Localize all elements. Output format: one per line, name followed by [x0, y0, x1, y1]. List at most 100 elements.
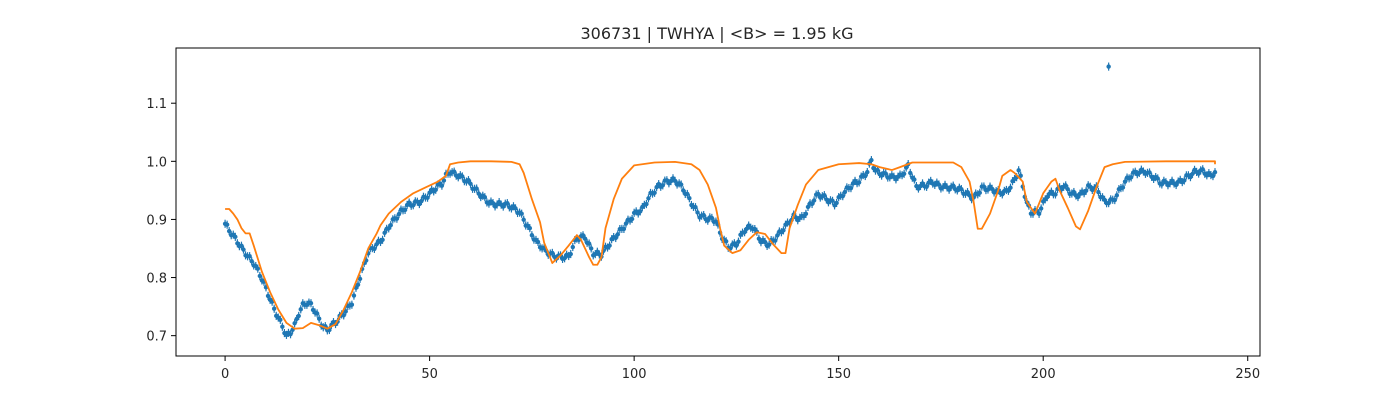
data-point [965, 189, 970, 195]
data-point [1159, 182, 1165, 187]
data-point [314, 311, 320, 316]
y-tick-label: 0.8 [146, 272, 167, 287]
data-point [908, 170, 913, 176]
data-point [811, 198, 817, 203]
data-point [822, 192, 827, 198]
data-point [278, 317, 283, 323]
data-point [1000, 192, 1005, 197]
data-point [372, 246, 377, 252]
data-point [803, 211, 809, 217]
data-point [1122, 179, 1128, 184]
data-point [527, 225, 533, 231]
data-point [1128, 175, 1134, 180]
y-tick-label: 0.7 [146, 330, 167, 345]
data-point [298, 307, 303, 312]
data-point [341, 313, 346, 318]
data-point [623, 221, 629, 226]
data-point [482, 194, 488, 200]
data-point [535, 239, 541, 245]
data-point [773, 238, 778, 243]
data-point [1096, 189, 1101, 195]
data-point [693, 204, 698, 210]
data-point [466, 177, 471, 183]
data-point [646, 196, 651, 201]
data-point [468, 181, 473, 187]
data-point [863, 173, 868, 179]
data-point [951, 183, 956, 188]
chart-title: 306731 | TWHYA | <B> = 1.95 kG [580, 24, 853, 43]
data-point [343, 309, 348, 314]
data-point [451, 169, 457, 174]
data-point [644, 201, 649, 207]
axes: 0 50 100 150 200 250 0.7 0.8 0.9 1.0 1.1 [146, 47, 1261, 382]
data-point [521, 217, 526, 222]
data-point [705, 218, 710, 223]
data-point [1173, 182, 1179, 188]
data-point [460, 174, 465, 179]
data-point [1006, 188, 1011, 194]
data-point [865, 169, 870, 175]
data-point [830, 198, 835, 204]
data-point [1114, 193, 1120, 198]
data-point [406, 200, 412, 205]
data-point [981, 184, 987, 189]
data-point [241, 247, 246, 252]
data-point [588, 246, 594, 251]
data-point [1106, 200, 1111, 206]
data-point [255, 266, 261, 271]
data-point [1188, 174, 1193, 180]
data-point [351, 293, 357, 298]
data-point [734, 243, 739, 248]
data-point [1137, 170, 1142, 176]
data-point [701, 212, 706, 218]
data-point [1075, 194, 1081, 200]
data-point [1038, 206, 1044, 211]
plot-marks [222, 62, 1218, 339]
data-point [856, 180, 862, 185]
data-point [1018, 173, 1023, 178]
data-point [1190, 171, 1195, 177]
data-point [357, 276, 363, 282]
data-point [247, 253, 252, 259]
data-point [1112, 197, 1117, 203]
x-tick-label: 0 [221, 367, 229, 382]
data-point [1008, 185, 1013, 190]
y-tick-label: 0.9 [146, 213, 167, 228]
data-point [756, 236, 762, 241]
data-point [249, 258, 254, 264]
data-point [265, 293, 271, 299]
data-point [762, 239, 768, 245]
data-point [687, 196, 692, 201]
data-point [989, 186, 995, 192]
x-tick-label: 250 [1235, 367, 1260, 382]
data-point [355, 282, 361, 287]
data-point [681, 188, 686, 193]
data-point [695, 210, 700, 215]
data-point [580, 233, 586, 238]
data-point [529, 233, 535, 238]
data-point [1200, 167, 1205, 172]
data-point [1155, 176, 1160, 181]
data-point [582, 236, 588, 241]
data-point [271, 306, 277, 311]
data-point [840, 193, 845, 199]
x-tick-label: 200 [1031, 367, 1056, 382]
data-point [744, 226, 749, 232]
data-point [1063, 183, 1068, 188]
data-point [519, 211, 524, 216]
data-point [924, 184, 929, 190]
data-point [1106, 64, 1111, 69]
data-point [638, 209, 643, 214]
data-point [586, 241, 592, 246]
data-point [781, 228, 786, 233]
data-point [809, 201, 815, 207]
data-point [380, 237, 385, 242]
data-point [869, 157, 874, 163]
axes-frame [175, 47, 1261, 357]
data-point [883, 171, 888, 176]
data-point [678, 182, 684, 187]
data-point [723, 239, 729, 244]
data-point [742, 229, 747, 235]
data-point [550, 250, 555, 256]
